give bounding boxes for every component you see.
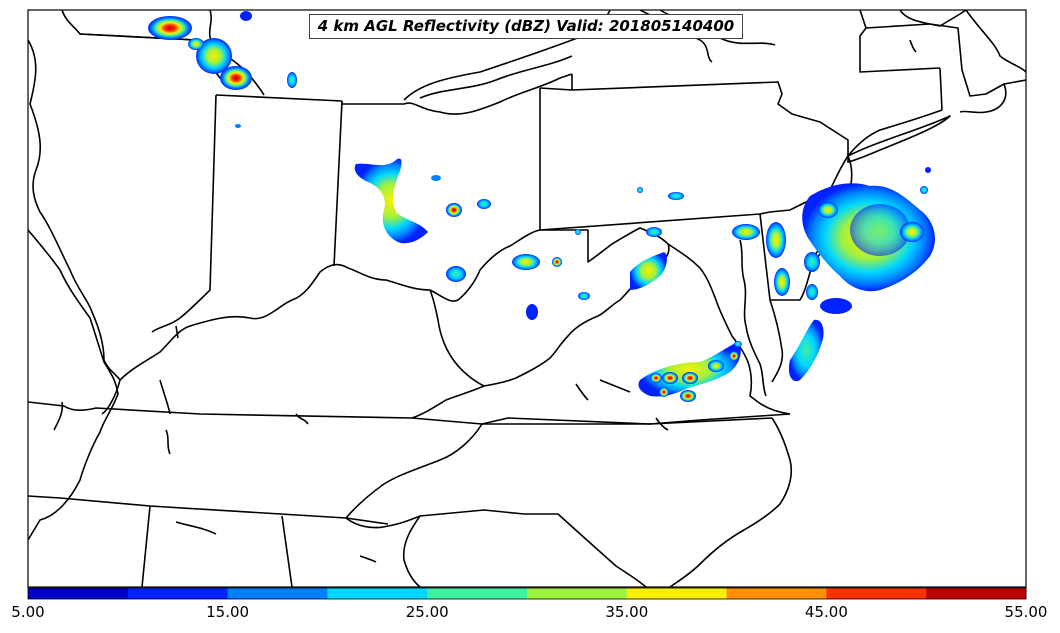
- pennsylvania-border: [539, 81, 849, 231]
- colorbar-tick-label: 45.00: [804, 603, 848, 621]
- canada-border-east: [859, 10, 941, 73]
- illinois-west-border: [28, 39, 121, 415]
- colorbar-tick-label: 25.00: [405, 603, 449, 621]
- virginia-nc-border: [481, 413, 791, 425]
- kentucky-tennessee-border: [28, 401, 773, 425]
- indiana-west-border: [151, 94, 217, 333]
- md-va-border: [667, 243, 791, 415]
- kentucky-west: [159, 379, 171, 455]
- colorbar-segment: [127, 588, 229, 599]
- colorbar-border: [27, 587, 1027, 600]
- echo-michigan: [148, 11, 297, 128]
- colorbar-tick-label: 15.00: [206, 603, 250, 621]
- state-lines-south: [141, 505, 421, 587]
- colorbar-segment: [826, 588, 927, 599]
- colorbar-segment: [227, 588, 328, 599]
- echo-mid-atlantic: [732, 167, 935, 382]
- echo-virginia: [638, 341, 742, 402]
- echo-indiana-ohio: [354, 158, 684, 320]
- ohio-river: [119, 229, 541, 381]
- colorbar-segment: [28, 588, 129, 599]
- kentucky-ohio-cusp: [53, 325, 179, 431]
- tn-river: [295, 413, 309, 425]
- wv-border: [429, 227, 670, 387]
- colorbar-tick-label: 55.00: [1004, 603, 1048, 621]
- colorbar-tick-label: 35.00: [605, 603, 649, 621]
- colorbar-segment: [726, 588, 827, 599]
- long-island: [847, 115, 951, 163]
- nc-tn-border: [345, 423, 647, 587]
- colorbar-segment: [926, 588, 1027, 599]
- colorbar: [27, 587, 1027, 600]
- lake-marion: [175, 521, 217, 535]
- colorbar-tick-label: 5.00: [11, 603, 45, 621]
- new-england-borders: [865, 10, 1026, 111]
- reflectivity-returns: [148, 11, 935, 402]
- colorbar-segment: [427, 588, 528, 599]
- nc-coast: [669, 417, 793, 587]
- lake-erie-shore-2: [419, 55, 573, 99]
- ohio-north-border: [341, 73, 573, 115]
- virginia-bay-detail: [575, 379, 669, 431]
- chesapeake-bay: [739, 239, 767, 397]
- map-title: 4 km AGL Reflectivity (dBZ) Valid: 20180…: [309, 14, 743, 39]
- colorbar-segment: [626, 588, 728, 599]
- map-frame: [27, 9, 1027, 588]
- colorbar-segment: [527, 588, 628, 599]
- lake-norman: [359, 555, 377, 563]
- mississippi-river: [28, 229, 119, 541]
- ky-va-border: [411, 385, 485, 419]
- jersey-lake: [909, 39, 917, 53]
- tennessee-south-border: [28, 495, 389, 525]
- colorbar-segment: [327, 588, 428, 599]
- indiana-east-border: [333, 100, 343, 267]
- new-england-coast: [847, 10, 1026, 157]
